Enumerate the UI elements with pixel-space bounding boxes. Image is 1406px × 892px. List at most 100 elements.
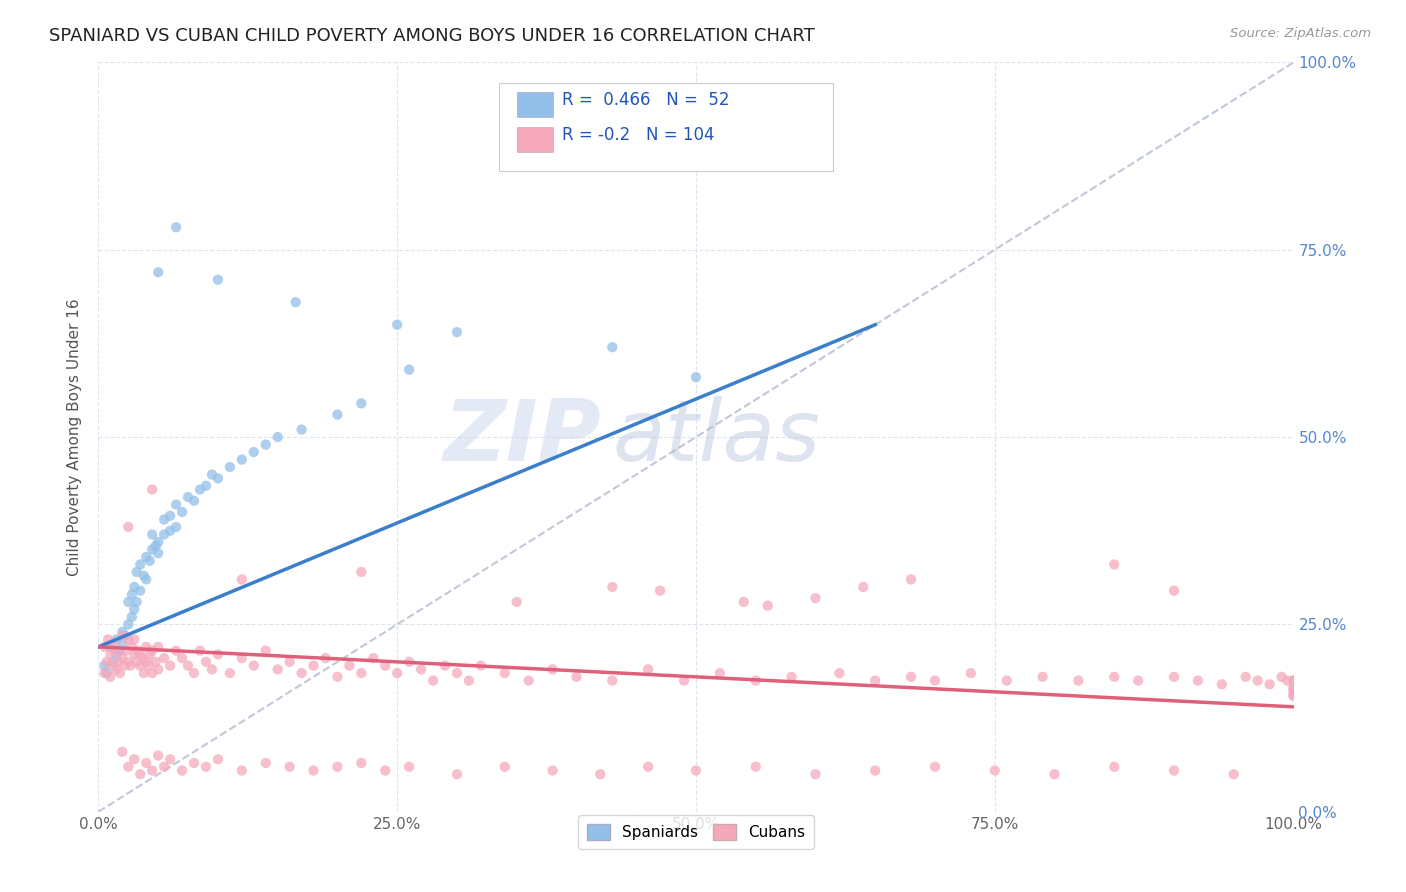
Point (138, 658, 160, 673)
Point (1247, 673, 1270, 688)
Point (494, 666, 516, 681)
Point (135, 549, 157, 564)
Point (1277, 673, 1299, 688)
Text: R = -0.2   N = 104: R = -0.2 N = 104 (562, 126, 714, 145)
Point (374, 658, 396, 673)
Point (494, 760, 516, 774)
Point (1187, 673, 1209, 688)
Point (865, 673, 887, 688)
Point (96, 666, 118, 681)
Point (278, 655, 301, 669)
Point (1163, 764, 1185, 778)
Point (135, 573, 157, 587)
Point (201, 467, 224, 482)
Point (117, 760, 139, 774)
Point (183, 666, 205, 681)
Point (139, 554, 162, 568)
Point (385, 666, 409, 681)
Point (385, 318, 409, 332)
Point (129, 583, 152, 598)
Point (195, 760, 218, 774)
Point (673, 673, 696, 688)
Point (117, 632, 139, 647)
Point (207, 752, 229, 766)
Point (434, 658, 457, 673)
Point (350, 565, 373, 579)
Point (315, 651, 337, 665)
Point (103, 636, 125, 650)
Point (231, 764, 253, 778)
Point (165, 220, 187, 235)
Point (135, 640, 157, 654)
Point (153, 527, 176, 541)
Point (267, 430, 290, 444)
Point (129, 658, 152, 673)
Point (111, 745, 134, 759)
Point (398, 362, 420, 376)
Point (97, 632, 120, 647)
Text: SPANIARD VS CUBAN CHILD POVERTY AMONG BOYS UNDER 16 CORRELATION CHART: SPANIARD VS CUBAN CHILD POVERTY AMONG BO… (49, 27, 815, 45)
Point (172, 505, 194, 519)
Point (231, 573, 253, 587)
Point (648, 583, 672, 598)
Point (129, 648, 152, 662)
Point (117, 520, 139, 534)
Point (153, 760, 176, 774)
Point (148, 640, 170, 654)
Point (446, 666, 468, 681)
Point (141, 527, 163, 541)
Point (111, 629, 134, 643)
Point (101, 658, 124, 673)
Point (1211, 677, 1233, 691)
Point (131, 651, 153, 665)
Point (114, 658, 136, 673)
Point (188, 483, 211, 497)
Point (124, 632, 146, 647)
Point (107, 655, 129, 669)
Bar (517, 127, 553, 153)
Point (148, 535, 170, 549)
Point (291, 423, 314, 437)
Point (183, 493, 205, 508)
Point (1067, 673, 1090, 688)
Point (745, 760, 768, 774)
Point (93, 666, 115, 681)
Point (105, 662, 128, 676)
Point (1282, 673, 1305, 688)
Point (135, 655, 157, 669)
Point (111, 651, 134, 665)
Point (101, 655, 124, 669)
Point (733, 595, 755, 609)
Point (278, 760, 301, 774)
Legend: Spaniards, Cubans: Spaniards, Cubans (578, 814, 814, 849)
Point (470, 658, 492, 673)
Point (446, 325, 468, 339)
Point (129, 558, 152, 572)
Point (506, 595, 529, 609)
Point (852, 580, 875, 594)
Point (458, 673, 481, 688)
Point (98, 648, 122, 662)
Point (254, 756, 277, 770)
Point (960, 666, 983, 681)
Point (153, 651, 176, 665)
Point (1258, 677, 1281, 691)
Point (165, 498, 187, 512)
Point (93, 640, 115, 654)
Point (995, 673, 1018, 688)
Point (1234, 670, 1257, 684)
Point (141, 542, 163, 557)
Point (924, 760, 946, 774)
Point (398, 655, 420, 669)
Point (374, 764, 396, 778)
Bar (517, 92, 553, 117)
Point (124, 602, 146, 616)
Point (446, 767, 468, 781)
Point (804, 767, 827, 781)
Point (350, 756, 373, 770)
Point (145, 655, 167, 669)
Point (1043, 767, 1066, 781)
Point (207, 648, 229, 662)
Point (1282, 681, 1305, 695)
Point (637, 662, 659, 676)
